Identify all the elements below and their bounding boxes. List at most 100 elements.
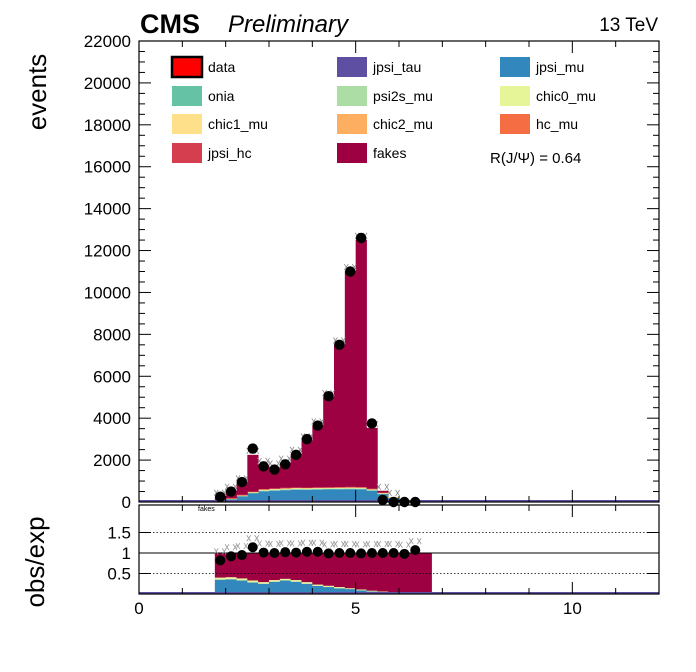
ratio-uncertainty-marker: [376, 540, 390, 548]
bar-jpsi_hc-bin-2: [236, 494, 248, 496]
y-tick-label: 8000: [93, 325, 131, 344]
bar-chic0_mu-bin-10: [323, 488, 335, 489]
ratio-bar-light-bin-0: [214, 577, 227, 580]
bar-jpsi_hc-bin-9: [312, 487, 324, 488]
stat-uncertainty-marker: [235, 475, 249, 482]
y-axis-title-ratio: obs/exp: [20, 516, 50, 607]
bar-jpsi_mu-bin-8: [301, 489, 313, 501]
bar-chic1_mu-bin-7: [290, 487, 302, 489]
legend-label-data: data: [208, 59, 235, 75]
data-point: [399, 496, 410, 508]
bar-jpsi_mu-bin-5: [269, 490, 281, 501]
bar-chic0_mu-bin-4: [258, 489, 270, 491]
ratio-data-point: [345, 548, 356, 558]
ratio-bar-light-bin-10: [323, 585, 335, 588]
data-point: [388, 496, 399, 508]
ratio-bar-jpsi_mu-bin-12: [344, 589, 357, 594]
ratio-bar-fakes-bin-7: [290, 553, 302, 581]
legend-swatch-jpsi_mu: [500, 57, 530, 77]
y-tick-label: 20000: [84, 74, 131, 93]
legend-swatch-fakes: [337, 143, 367, 163]
stat-uncertainty-marker: [224, 483, 238, 491]
stat-uncertainty-marker: [387, 489, 400, 497]
bar-psi2s_mu-bin-12: [344, 488, 357, 489]
ratio-uncertainty-marker: [322, 541, 335, 548]
ratio-uncertainty-marker: [387, 540, 400, 548]
data-point: [377, 494, 388, 506]
ratio-bar-light-bin-6: [279, 578, 292, 581]
ratio-uncertainty-marker: [289, 540, 303, 547]
bar-jpsi_hc-bin-13: [355, 487, 367, 488]
data-point: [334, 339, 345, 351]
ratio-y-tick-label: 0.5: [107, 565, 131, 584]
bar-jpsi_mu-bin-12: [344, 489, 357, 501]
ratio-bar-fakes-bin-11: [334, 553, 346, 588]
ratio-bar-fakes-bin-6: [279, 553, 292, 579]
energy-label: 13 TeV: [599, 15, 658, 36]
ratio-bar-light-bin-8: [301, 582, 313, 584]
data-point: [258, 461, 269, 472]
ratio-uncertainty-marker: [278, 539, 292, 547]
bar-onia-bin-9: [312, 489, 324, 490]
ratio-bar-jpsi_mu-bin-4: [258, 583, 270, 594]
ratio-bar-fakes-bin-8: [301, 553, 313, 583]
bar-jpsi_hc-bin-7: [290, 487, 302, 488]
ratio-uncertainty-marker: [408, 537, 422, 545]
bar-onia-bin-6: [279, 489, 292, 491]
legend-label-onia: onia: [208, 88, 235, 104]
ratio-uncertainty-marker: [354, 541, 368, 548]
bar-chic1_mu-bin-8: [301, 488, 313, 489]
x-tick-label: 10: [563, 599, 582, 618]
ratio-bar-fakes-bin-15: [377, 553, 389, 592]
legend-swatch-chic1_mu: [172, 114, 202, 134]
ratio-bar-light-bin-4: [258, 582, 270, 584]
ratio-data-point: [399, 548, 410, 559]
legend-label-chic2_mu: chic2_mu: [373, 116, 433, 132]
bar-jpsi_mu-bin-14: [366, 490, 378, 502]
bar-chic0_mu-bin-14: [366, 489, 378, 491]
bar-jpsi_hc-bin-5: [269, 488, 281, 489]
ratio-bar-fakes-bin-2: [236, 553, 248, 579]
legend-label-fakes: fakes: [373, 145, 406, 161]
bar-jpsi_mu-bin-6: [279, 490, 292, 501]
stat-uncertainty-marker: [278, 455, 292, 462]
legend-label-jpsi_hc: jpsi_hc: [207, 145, 252, 161]
x-tick-label: 0: [134, 599, 143, 618]
y-tick-label: 2000: [93, 451, 131, 470]
legend-swatch-chic2_mu: [337, 114, 367, 134]
data-point: [236, 476, 248, 488]
ratio-bar-light-bin-1: [225, 577, 237, 580]
ratio-bar-jpsi_mu-bin-5: [269, 581, 281, 594]
ratio-data-point: [247, 542, 258, 553]
ratio-bar-jpsi_mu-bin-6: [279, 580, 292, 594]
data-point: [247, 443, 258, 454]
bar-jpsi_hc-bin-14: [366, 488, 378, 490]
y-tick-label: 12000: [84, 242, 131, 261]
bar-chic1_mu-bin-5: [269, 488, 281, 490]
y-tick-label: 18000: [84, 116, 131, 135]
bar-psi2s_mu-bin-7: [290, 488, 302, 490]
legend-swatch-psi2s_mu: [337, 86, 367, 106]
ratio-bar-light-bin-11: [334, 587, 346, 589]
ratio-bar-jpsi_mu-bin-7: [290, 581, 302, 594]
bar-fakes-bin-15: [377, 490, 389, 493]
ratio-bar-jpsi_mu-bin-2: [236, 580, 248, 594]
legend-label-chic1_mu: chic1_mu: [208, 116, 268, 132]
bar-jpsi_mu-bin-11: [334, 489, 346, 501]
ratio-bar-jpsi_mu-bin-10: [323, 587, 335, 594]
bar-chic0_mu-bin-7: [290, 488, 302, 489]
bar-chic0_mu-bin-6: [279, 488, 292, 490]
bar-fakes-bin-7: [290, 453, 302, 488]
bar-fakes-bin-8: [301, 440, 313, 488]
ratio-bar-light-bin-7: [290, 580, 302, 582]
ratio-data-point: [410, 545, 421, 556]
legend-label-psi2s_mu: psi2s_mu: [373, 88, 433, 104]
ratio-uncertainty-marker: [343, 540, 357, 548]
bar-psi2s_mu-bin-11: [334, 488, 346, 489]
stat-uncertainty-marker: [213, 489, 227, 496]
ratio-data-point: [301, 546, 312, 557]
bar-jpsi_mu-bin-9: [312, 489, 324, 501]
bar-fakes-bin-12: [344, 271, 357, 487]
data-point: [355, 232, 367, 244]
